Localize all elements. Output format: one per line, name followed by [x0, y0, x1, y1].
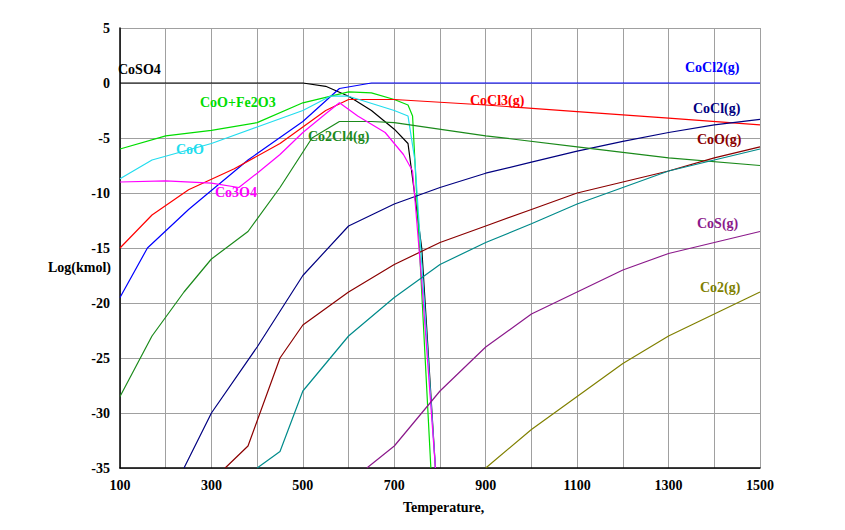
- svg-text:0: 0: [103, 76, 110, 91]
- svg-text:Log(kmol): Log(kmol): [48, 260, 111, 276]
- svg-text:CoCl2(g): CoCl2(g): [685, 60, 740, 76]
- svg-text:CoCl(g): CoCl(g): [693, 101, 741, 117]
- svg-text:-5: -5: [98, 131, 110, 146]
- svg-text:700: 700: [384, 478, 405, 493]
- svg-text:Co2Cl4(g): Co2Cl4(g): [308, 129, 370, 145]
- svg-text:-15: -15: [91, 241, 110, 256]
- svg-text:1100: 1100: [564, 478, 591, 493]
- svg-text:1500: 1500: [746, 478, 774, 493]
- svg-text:CoSO4: CoSO4: [118, 62, 161, 77]
- svg-text:-20: -20: [91, 296, 110, 311]
- svg-text:Co2(g): Co2(g): [700, 280, 741, 296]
- svg-text:5: 5: [103, 21, 110, 36]
- svg-text:CoO(g): CoO(g): [697, 132, 742, 148]
- svg-text:900: 900: [475, 478, 496, 493]
- svg-text:-25: -25: [91, 351, 110, 366]
- svg-text:-35: -35: [91, 461, 110, 476]
- svg-text:300: 300: [201, 478, 222, 493]
- svg-text:Temperature,: Temperature,: [403, 500, 484, 515]
- svg-text:-30: -30: [91, 406, 110, 421]
- svg-text:-10: -10: [91, 186, 110, 201]
- svg-text:100: 100: [110, 478, 131, 493]
- svg-text:500: 500: [292, 478, 313, 493]
- svg-text:Co3O4: Co3O4: [215, 185, 257, 200]
- svg-text:1300: 1300: [655, 478, 683, 493]
- svg-text:CoO: CoO: [176, 142, 204, 157]
- svg-text:CoCl3(g): CoCl3(g): [470, 93, 525, 109]
- svg-text:CoO+Fe2O3: CoO+Fe2O3: [200, 95, 276, 110]
- svg-text:CoS(g): CoS(g): [697, 216, 739, 232]
